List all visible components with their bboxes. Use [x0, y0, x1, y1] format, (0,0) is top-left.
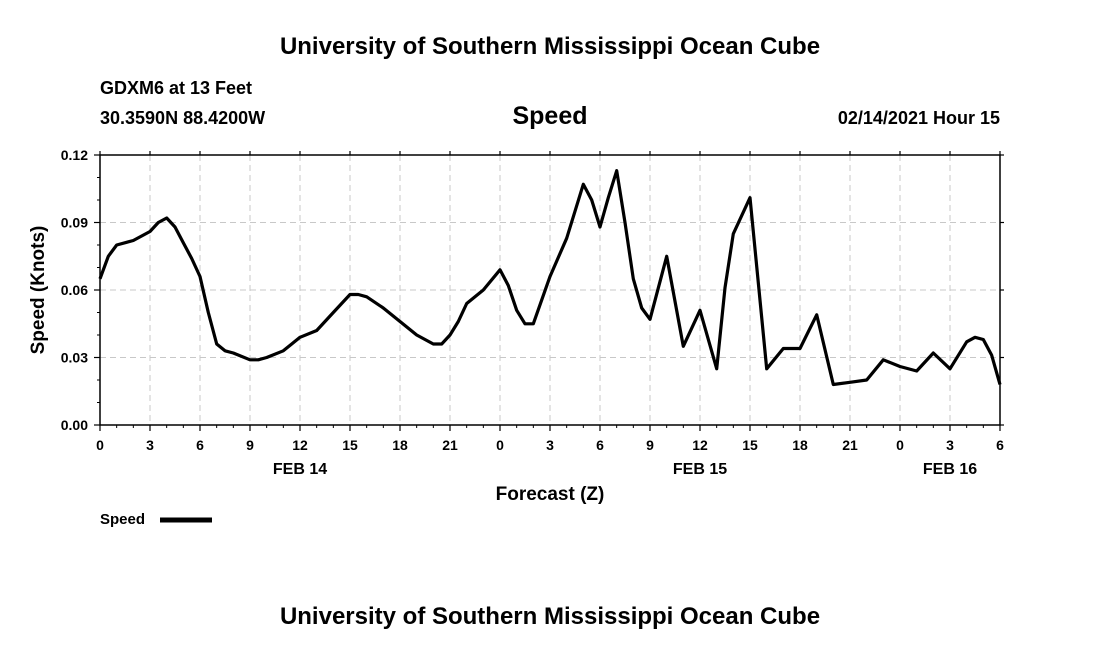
x-tick-label: 18	[392, 437, 408, 453]
x-tick-label: 9	[246, 437, 254, 453]
chart-title: Speed	[512, 102, 587, 130]
x-tick-label: 9	[646, 437, 654, 453]
x-tick-label: 3	[546, 437, 554, 453]
x-tick-label: 6	[996, 437, 1004, 453]
x-tick-label: 15	[742, 437, 758, 453]
x-tick-label: 12	[692, 437, 708, 453]
y-axis-label: Speed (Knots)	[28, 226, 49, 355]
coordinates-label: 30.3590N 88.4200W	[100, 108, 265, 128]
date-label: FEB 15	[673, 461, 727, 478]
bottom-title: University of Southern Mississippi Ocean…	[280, 603, 820, 630]
x-tick-labels: 0 3 6 9 12 15 18 21 0 3 6 9 12 15 18 21 0 3 6	[96, 437, 1004, 453]
y-tick-label: 0.03	[61, 350, 88, 366]
date-labels: FEB 14 FEB 15 FEB 16	[273, 461, 977, 478]
x-axis-label: Forecast (Z)	[496, 484, 605, 505]
x-tick-label: 6	[196, 437, 204, 453]
x-tick-label: 21	[442, 437, 458, 453]
y-tick-labels: 0.00 0.03 0.06 0.09 0.12	[61, 147, 88, 433]
speed-series-line	[98, 169, 1002, 387]
x-tick-label: 15	[342, 437, 358, 453]
x-tick-label: 12	[292, 437, 308, 453]
date-label: FEB 16	[923, 461, 977, 478]
x-tick-label: 18	[792, 437, 808, 453]
legend-label: Speed	[100, 511, 145, 528]
grid-lines	[99, 154, 1001, 426]
y-tick-label: 0.00	[61, 417, 88, 433]
axis-ticks	[94, 151, 1004, 431]
y-tick-label: 0.09	[61, 215, 88, 231]
y-tick-label: 0.12	[61, 147, 88, 163]
x-tick-label: 0	[496, 437, 504, 453]
station-label: GDXM6 at 13 Feet	[100, 78, 252, 98]
y-tick-label: 0.06	[61, 282, 88, 298]
datetime-label: 02/14/2021 Hour 15	[838, 108, 1000, 128]
top-title: University of Southern Mississippi Ocean…	[280, 33, 820, 60]
x-tick-label: 6	[596, 437, 604, 453]
x-tick-label: 3	[146, 437, 154, 453]
x-tick-label: 0	[896, 437, 904, 453]
x-tick-label: 0	[96, 437, 104, 453]
x-tick-label: 21	[842, 437, 858, 453]
x-tick-label: 3	[946, 437, 954, 453]
date-label: FEB 14	[273, 461, 327, 478]
